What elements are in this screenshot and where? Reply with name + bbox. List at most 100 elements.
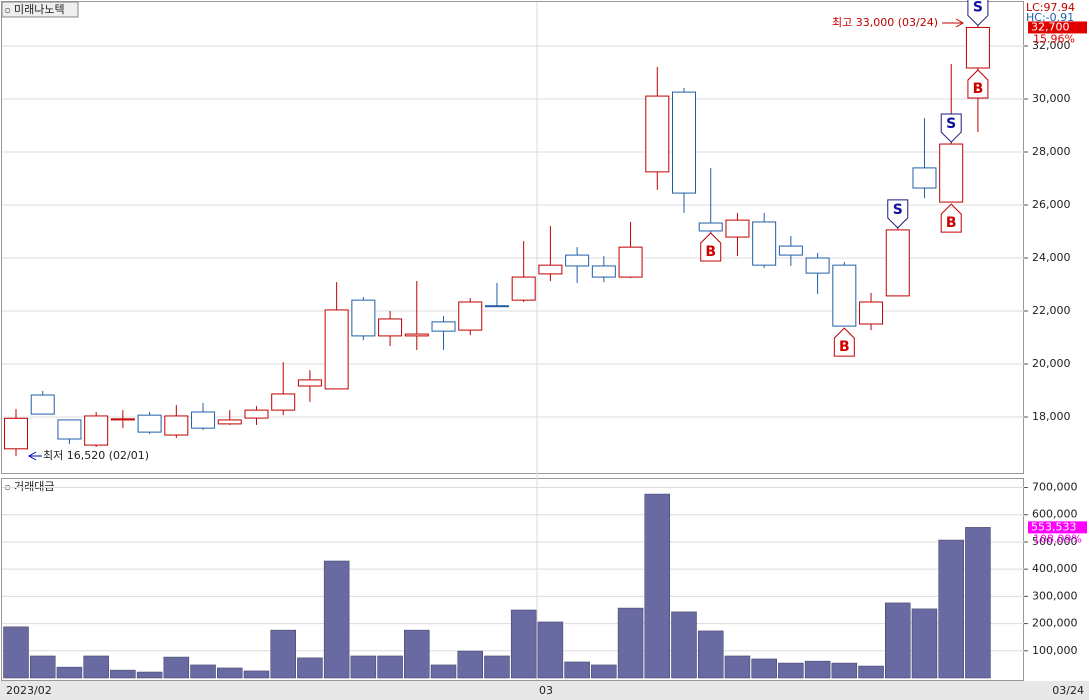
high-annotation: 최고 33,000 (03/24) [832,16,938,29]
sell-marker [887,199,909,229]
volume-bar [217,667,243,679]
last-change: 15.96% [1033,32,1075,45]
volume-bar [484,655,510,679]
buy-marker [940,203,962,233]
candle-body [458,301,483,331]
candle-body [431,321,456,332]
icon: ▫ [5,6,10,15]
candle-body [191,411,216,429]
title-box [1,1,79,18]
volume-bar [778,662,804,679]
buy-signal: B [946,215,957,231]
candle-body [591,265,616,278]
candle-body [778,245,803,256]
y-tick-label: 700,000 [1032,481,1078,494]
volume-bar [56,666,83,679]
volume-bar [430,664,457,679]
candle-body [137,414,162,433]
volume-bar [3,626,29,679]
lc-label: LC:97.94 [1026,1,1075,14]
volume-bar [377,655,403,679]
candle-body [698,222,723,232]
volume-bar [697,630,724,679]
y-tick-label: 24,000 [1032,251,1071,264]
candle-body [618,246,643,278]
candle-body [565,254,590,267]
last-value-box [1028,521,1087,534]
buy-marker [967,69,989,99]
volume-bar [724,655,751,679]
candle-body [752,221,777,266]
volume-bar [83,655,109,679]
candle-body [30,394,55,415]
candle-body [805,257,830,274]
buy-signal: B [839,339,850,355]
y-tick-label: 26,000 [1032,198,1071,211]
last-value: 553,533 [1031,520,1077,533]
y-tick-label: 100,000 [1032,644,1078,657]
candle-body [672,91,696,194]
high-arrow [942,18,965,28]
sell-signal: S [946,116,956,132]
sell-marker [940,113,962,143]
candle-body [297,379,322,387]
candle-body [378,318,403,337]
buy-signal: B [705,244,716,260]
volume-panel [1,478,1024,681]
volume-bar [350,655,377,679]
volume-bar [564,661,590,679]
candle-body [912,167,937,189]
volume-bar [29,655,56,679]
y-tick-label: 400,000 [1032,562,1078,575]
candle-body [511,276,536,301]
volume-bar [804,660,831,679]
volume-title: 거래대금 [14,480,54,493]
y-tick-label: 20,000 [1032,357,1071,370]
candle-body [324,309,349,390]
volume-bar [885,602,911,679]
candle-body [57,419,82,440]
candle-body [271,393,296,411]
last-date: 03/24 [1052,684,1084,697]
volume-bar [831,662,858,679]
candle-body [859,301,884,325]
volume-bar [858,665,884,679]
volume-bar [163,656,190,679]
y-tick-label: 32,000 [1032,39,1071,52]
volume-bar [911,608,938,679]
hc-label: HC:-0.91 [1026,11,1074,24]
y-tick-label: 300,000 [1032,589,1078,602]
low-annotation: 최저 16,520 (02/01) [43,449,149,462]
last-value: 32,700 [1031,20,1070,33]
candle-body [725,219,750,238]
y-tick-label: 500,000 [1032,535,1078,548]
candle-body [939,143,964,203]
volume-bar [404,629,430,679]
low-arrow [27,451,42,461]
candle-body [645,95,670,173]
y-tick-label: 200,000 [1032,617,1078,630]
y-tick-label: 28,000 [1032,145,1071,158]
candle-body [217,419,242,425]
candle-body [351,299,376,337]
volume-bar [457,650,483,679]
volume-bar [190,664,216,679]
volume-bar [965,527,991,679]
candle-body [164,415,189,436]
candle-body [84,415,109,446]
volume-bar [751,658,777,679]
buy-marker [833,327,855,357]
candle-body [965,26,990,69]
volume-bar [537,621,564,679]
volume-bar [297,657,323,679]
candle-body [244,409,269,419]
last-change: 108.09% [1033,532,1082,545]
candle-body [832,264,857,327]
y-tick-label: 22,000 [1032,304,1071,317]
volume-bar [510,609,537,679]
volume-bar [671,611,697,679]
candle-body [538,264,563,275]
candle-body [4,417,28,450]
volume-bar [644,493,671,679]
